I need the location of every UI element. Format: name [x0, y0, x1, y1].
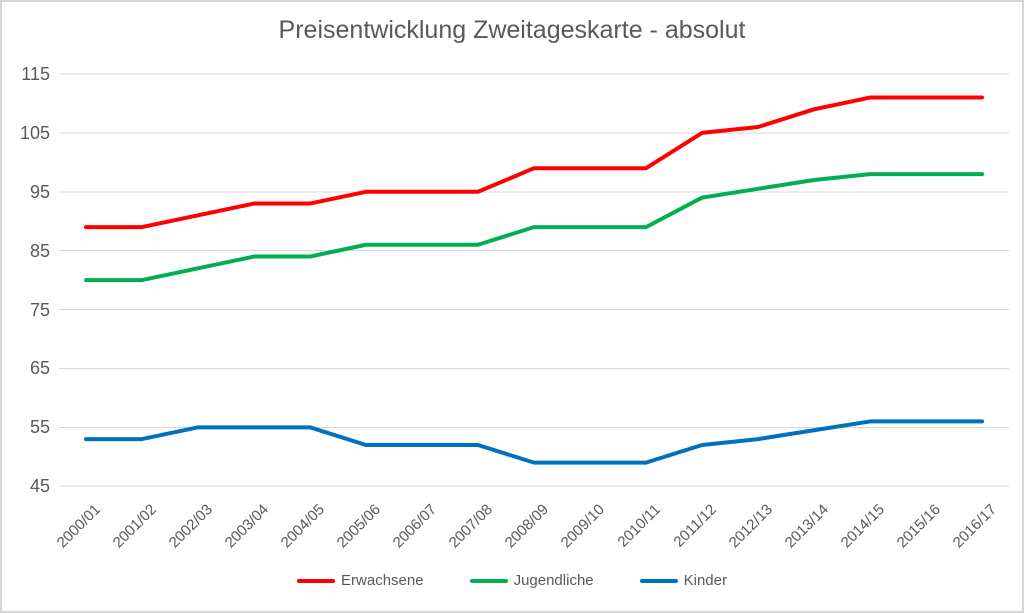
y-axis-tick-label: 45: [29, 476, 50, 497]
legend-line-swatch-icon: [469, 578, 508, 583]
legend-line-swatch-icon: [639, 578, 678, 583]
y-axis-tick-label: 95: [29, 181, 50, 202]
legend-item-jugendliche: Jugendliche: [469, 572, 594, 589]
y-axis-tick-label: 105: [19, 122, 50, 143]
series-line-erwachsene: [84, 95, 984, 230]
legend-label: Kinder: [683, 572, 727, 589]
legend-item-erwachsene: Erwachsene: [297, 572, 424, 589]
series-line-kinder: [84, 419, 984, 465]
legend-item-kinder: Kinder: [639, 572, 727, 589]
chart-title: Preisentwicklung Zweitageskarte - absolu…: [278, 16, 746, 44]
legend-label: Jugendliche: [513, 572, 594, 589]
y-axis-tick-label: 85: [29, 240, 50, 261]
series-line-jugendliche: [84, 172, 984, 283]
legend-line-swatch-icon: [297, 578, 336, 583]
y-axis-tick-label: 65: [29, 358, 50, 379]
legend-label: Erwachsene: [341, 572, 424, 589]
chart-legend: Erwachsene Jugendliche Kinder: [2, 572, 1022, 589]
y-axis-tick-label: 55: [29, 417, 50, 438]
y-axis-tick-label: 115: [21, 64, 50, 84]
y-axis-tick-label: 75: [29, 299, 50, 320]
